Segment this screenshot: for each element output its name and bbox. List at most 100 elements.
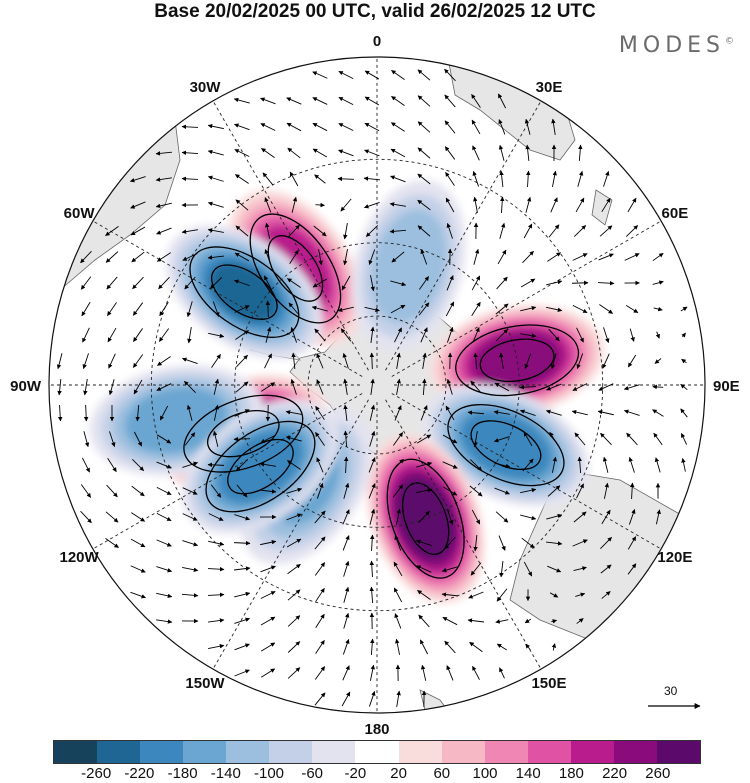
wind-vector <box>182 540 199 547</box>
wind-vector <box>468 591 484 599</box>
wind-vector <box>337 176 355 182</box>
south-atlantic-low-anomaly <box>165 225 323 360</box>
wind-vector <box>262 172 274 186</box>
wind-vector <box>182 253 198 261</box>
wind-vector <box>600 537 612 549</box>
wind-vector <box>234 279 250 287</box>
wind-vector <box>369 352 375 370</box>
meridian <box>385 100 542 371</box>
wind-vector <box>498 144 505 161</box>
wind-vector <box>107 458 117 473</box>
wind-vector <box>343 378 348 395</box>
wind-vector <box>471 301 481 316</box>
wind-vector <box>131 485 145 497</box>
wind-vector <box>234 149 250 157</box>
wind-vector <box>207 201 224 208</box>
wind-vector <box>576 618 584 624</box>
wind-vector <box>184 276 196 290</box>
wind-vector <box>520 333 537 338</box>
wind-vector <box>497 93 507 109</box>
wind-vector <box>417 69 431 81</box>
wind-vector <box>311 305 328 312</box>
wind-vector <box>342 352 349 369</box>
colorbar-tick-label: 180 <box>558 765 584 782</box>
wind-vector <box>369 430 376 447</box>
wind-vector <box>572 304 588 314</box>
wind-vector <box>549 431 559 446</box>
wind-vector <box>417 147 431 159</box>
wind-vector <box>181 124 199 130</box>
wind-vector <box>287 667 301 679</box>
wind-vector <box>390 122 405 132</box>
wind-vector <box>520 305 537 312</box>
wind-vector <box>368 483 376 499</box>
wind-vector <box>208 618 225 623</box>
wind-vector <box>521 537 535 549</box>
wind-vector <box>499 667 505 679</box>
longitude-label: 120W <box>59 549 99 566</box>
wind-vector <box>444 68 456 82</box>
wind-vector <box>342 535 350 551</box>
wind-vector <box>499 170 504 188</box>
colorbar-swatch <box>613 741 657 763</box>
wind-vector <box>546 306 563 313</box>
pacific-low-mid-anomaly <box>181 399 339 534</box>
wind-vector <box>469 641 483 653</box>
wind-vector <box>444 640 456 654</box>
wind-vector <box>496 643 507 651</box>
wind-vector <box>233 540 251 546</box>
wind-vector <box>364 201 380 209</box>
wind-vector <box>181 176 199 182</box>
wind-vector <box>290 327 298 343</box>
wind-vector <box>523 561 533 577</box>
wind-vector <box>627 563 637 575</box>
colorbar-swatch <box>570 741 614 763</box>
wind-vector <box>623 409 640 416</box>
wind-vector <box>340 328 352 342</box>
wind-vector <box>316 379 324 395</box>
wind-vector <box>445 171 455 186</box>
wind-vector <box>601 509 611 525</box>
wind-vector <box>290 378 297 395</box>
wind-vector <box>208 540 225 547</box>
wind-vector <box>552 170 557 187</box>
wind-vector <box>369 404 376 421</box>
longitude-label: 60E <box>662 205 689 222</box>
wind-vector <box>551 456 557 473</box>
wind-vector <box>444 94 456 108</box>
map-border <box>48 56 706 714</box>
wind-vector <box>207 228 224 233</box>
wind-vector <box>499 222 506 239</box>
polar-stereographic-map: 0 30E 60E 90E 120E 150E 180 150W 120W 90W 60W 30W <box>10 33 740 738</box>
south-atlantic-low-contour <box>189 246 300 338</box>
colorbar-swatch <box>484 741 528 763</box>
wind-vector <box>654 457 661 473</box>
wind-vector <box>182 487 198 495</box>
wind-vector <box>286 97 302 105</box>
wind-vector <box>576 483 584 499</box>
wind-vector <box>520 487 537 494</box>
wind-vector <box>520 278 536 288</box>
wind-vector <box>392 484 404 498</box>
wind-vector <box>599 304 614 314</box>
wind-vector <box>652 252 664 262</box>
wind-vector <box>369 664 375 681</box>
wind-vector <box>418 276 430 290</box>
wind-vector <box>600 564 612 574</box>
colorbar-tick-label: -100 <box>253 765 285 782</box>
wind-vector <box>523 431 533 447</box>
wind-vector <box>341 691 351 707</box>
indian-ocean-low-contour <box>447 404 565 487</box>
atlantic-high-contour <box>249 213 342 324</box>
wind-vector <box>494 382 510 392</box>
wind-vector <box>315 639 325 654</box>
colorbar-swatch <box>140 741 184 763</box>
wind-vector <box>495 303 509 315</box>
wind-vector <box>286 538 302 548</box>
wind-vector <box>417 173 431 185</box>
wind-vector <box>573 566 587 572</box>
wind-vector <box>548 328 560 342</box>
wind-vector <box>80 484 92 498</box>
wind-vector <box>207 462 225 468</box>
wind-vector <box>181 150 199 155</box>
